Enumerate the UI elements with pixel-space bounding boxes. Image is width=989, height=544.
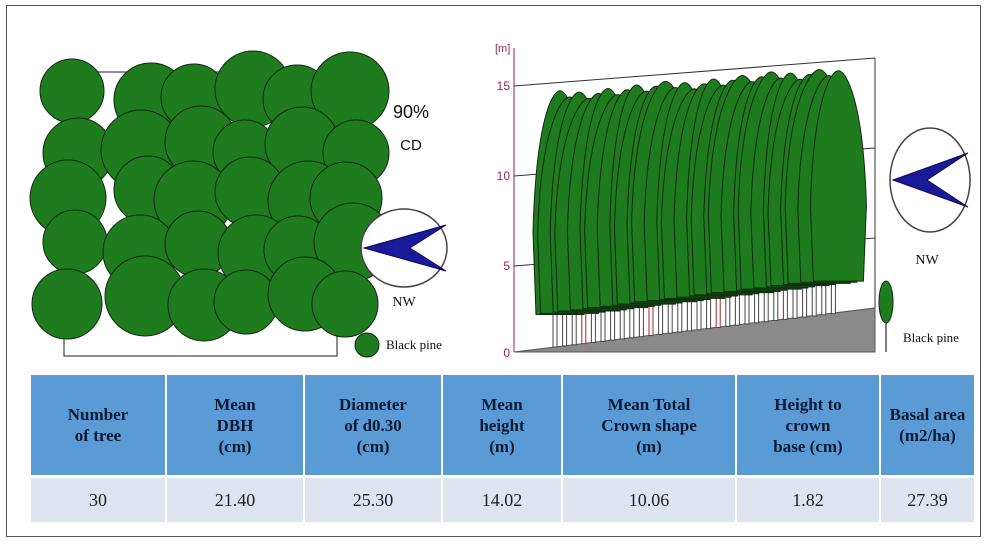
header-line: Crown shape	[601, 415, 697, 435]
plan-crown	[311, 270, 379, 338]
header-line: height	[479, 415, 525, 435]
plan-view: 90% CD NW Black pine	[29, 50, 448, 358]
stand-statistics-table: Number of tree Mean DBH (cm) Diameter of d0.…	[31, 375, 974, 522]
header-number-of-tree: Number of tree	[31, 375, 167, 477]
y-tick-0: 0	[503, 346, 510, 360]
profile-view: [m] 0 5 10 15 NW Black pine	[495, 43, 971, 360]
stand-figure: 90% CD NW Black pine [m] 0 5 10 15 NW	[29, 43, 971, 360]
value-mean-height: 14.02	[442, 475, 563, 522]
value-diameter-d030: 25.30	[304, 475, 443, 522]
header-line: Mean	[481, 394, 523, 414]
header-line: Mean Total	[607, 394, 691, 414]
profile-crowns	[532, 69, 867, 315]
y-tick-5: 5	[503, 259, 510, 273]
header-line: (m)	[489, 436, 515, 456]
compass-icon	[889, 127, 971, 233]
profile-crown	[809, 70, 867, 282]
header-line: base (cm)	[773, 436, 843, 456]
table-row: 30 21.40 25.30 14.02 10.06 1.82 27.39	[31, 475, 974, 522]
header-line: (cm)	[218, 436, 252, 456]
plan-crowns	[29, 50, 393, 342]
header-line: Number	[67, 405, 129, 424]
value-basal-area: 27.39	[880, 475, 974, 522]
plan-crown	[39, 58, 105, 124]
value-mean-total-crown: 10.06	[562, 475, 737, 522]
table-header-row: Number of tree Mean DBH (cm) Diameter of d0.…	[31, 375, 974, 477]
header-line: Height to	[774, 394, 842, 414]
header-line: Basal area	[889, 405, 966, 424]
header-mean-dbh: Mean DBH (cm)	[166, 375, 305, 477]
unit-label: [m]	[495, 43, 510, 55]
header-line: Mean	[214, 394, 256, 414]
plan-crown	[42, 209, 108, 275]
value-number-of-tree: 30	[31, 475, 167, 522]
header-line: (m)	[636, 436, 662, 456]
header-line: (m2/ha)	[899, 426, 956, 445]
header-line: Diameter	[339, 394, 407, 414]
header-height-to-crown-base: Height to crown base (cm)	[736, 375, 881, 477]
legend-label: Black pine	[386, 337, 442, 352]
header-diameter-d030: Diameter of d0.30 (cm)	[304, 375, 443, 477]
legend-tree-icon	[354, 332, 380, 358]
coverage-label: CD	[400, 137, 422, 154]
compass-label: NW	[392, 295, 416, 310]
compass-icon	[360, 208, 448, 288]
coverage-value: 90%	[393, 102, 429, 122]
header-line: of tree	[74, 426, 122, 445]
plan-crown	[31, 268, 103, 340]
header-line: crown	[785, 415, 831, 435]
y-tick-10: 10	[497, 169, 511, 183]
header-mean-height: Mean height (m)	[442, 375, 563, 477]
compass-label: NW	[915, 253, 939, 268]
value-height-to-crown-base: 1.82	[736, 475, 881, 522]
legend-tree-icon	[878, 280, 894, 352]
header-line: DBH	[216, 415, 254, 435]
header-line: (cm)	[356, 436, 390, 456]
gridline-15	[513, 57, 876, 87]
header-mean-total-crown: Mean Total Crown shape (m)	[562, 375, 737, 477]
legend-label: Black pine	[903, 330, 959, 345]
y-tick-15: 15	[497, 79, 511, 93]
header-line: of d0.30	[344, 415, 402, 435]
value-mean-dbh: 21.40	[166, 475, 305, 522]
header-basal-area: Basal area (m2/ha)	[880, 375, 974, 477]
